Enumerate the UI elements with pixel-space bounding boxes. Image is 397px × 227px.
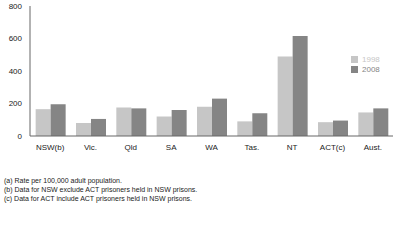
svg-text:Aust.: Aust. bbox=[364, 143, 382, 152]
svg-text:NT: NT bbox=[287, 143, 298, 152]
svg-text:400: 400 bbox=[9, 67, 23, 76]
svg-text:WA: WA bbox=[205, 143, 218, 152]
html-text:(b) Data for NSW exclude ACT p: (b) Data for NSW exclude ACT prisoners h… bbox=[4, 186, 198, 193]
svg-text:NSW(b): NSW(b) bbox=[36, 143, 65, 152]
html-text:(c) Data for ACT include ACT p: (c) Data for ACT include ACT prisoners h… bbox=[4, 195, 192, 202]
html-text:1998: 1998 bbox=[362, 55, 380, 64]
svg-text:600: 600 bbox=[9, 34, 23, 43]
svg-text:Tas.: Tas. bbox=[244, 143, 259, 152]
svg-text:Qld: Qld bbox=[125, 143, 137, 152]
svg-text:SA: SA bbox=[166, 143, 177, 152]
svg-text:800: 800 bbox=[9, 2, 23, 11]
svg-text:0: 0 bbox=[18, 132, 23, 141]
svg-text:ACT(c): ACT(c) bbox=[320, 143, 346, 152]
svg-text:Vic.: Vic. bbox=[84, 143, 97, 152]
svg-text:200: 200 bbox=[9, 99, 23, 108]
html-text:(a) Rate per 100,000 adult pop: (a) Rate per 100,000 adult population. bbox=[4, 177, 122, 184]
html-text:2008: 2008 bbox=[362, 65, 380, 74]
